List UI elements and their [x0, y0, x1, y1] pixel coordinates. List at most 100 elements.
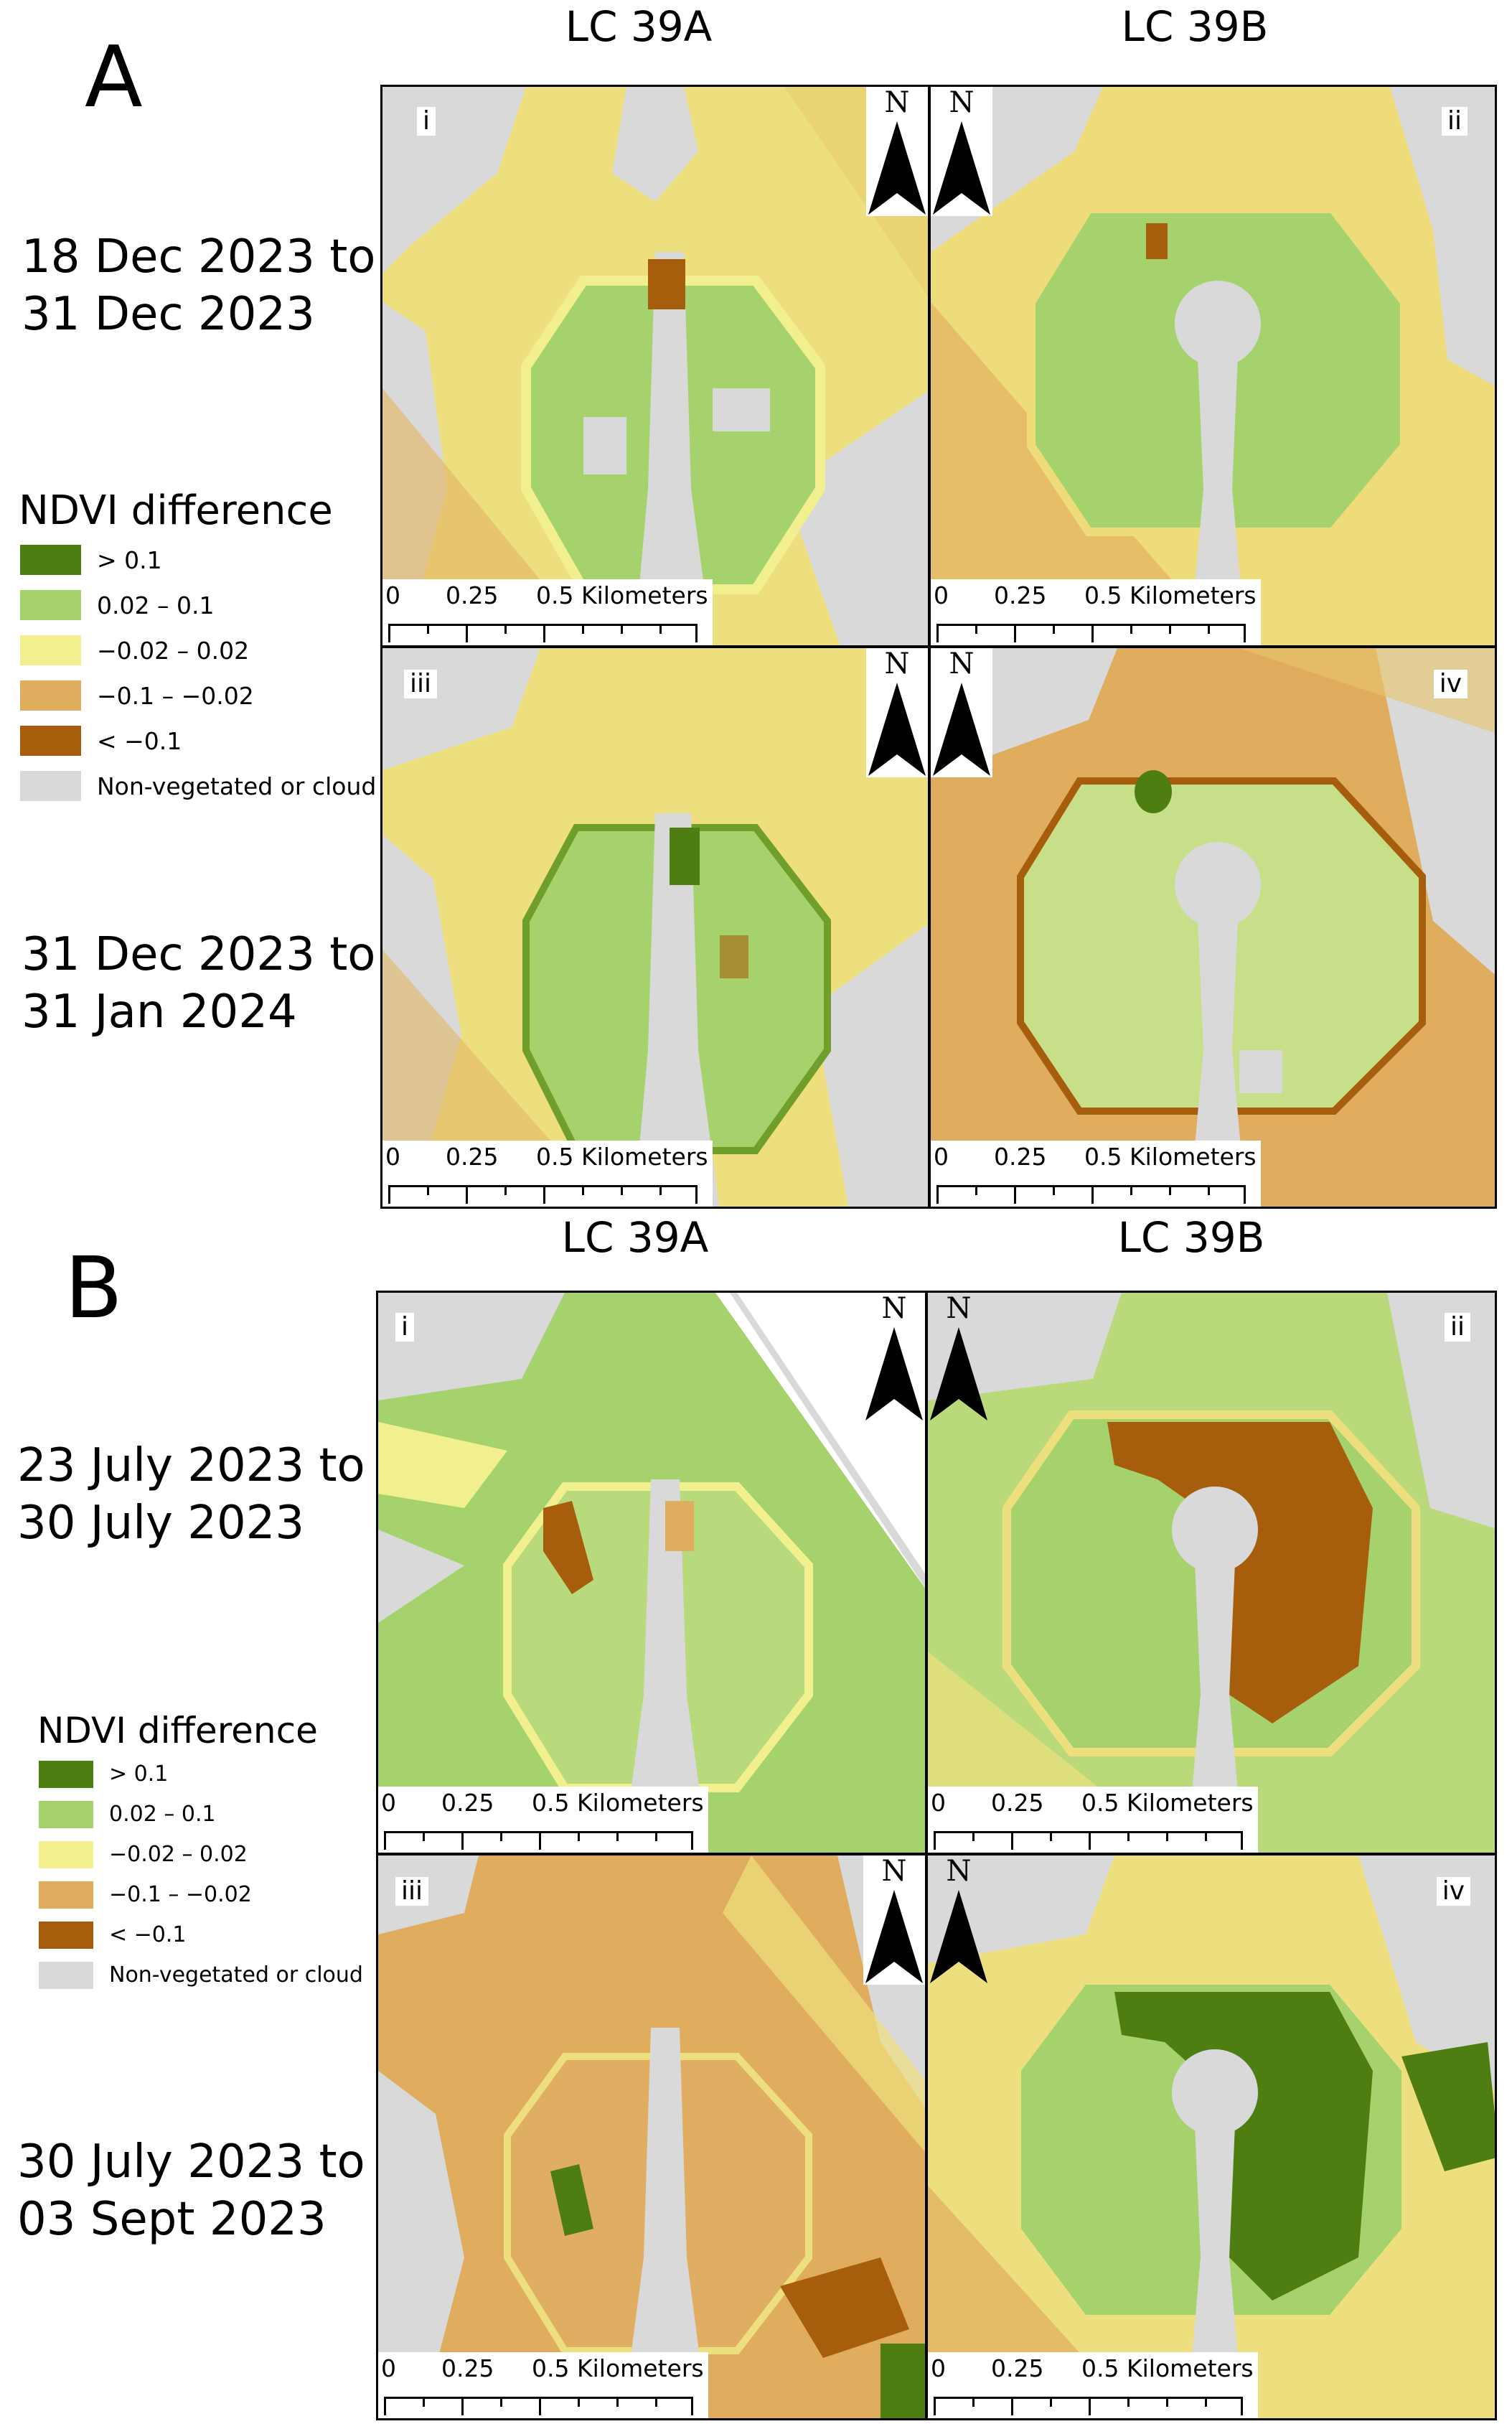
scale-label-025: 0.25: [994, 581, 1047, 609]
north-label: N: [884, 86, 910, 119]
scale-label-025: 0.25: [994, 1143, 1047, 1171]
map-a-i-lc39a: i N 0 0.25 0.5 Kilometers: [380, 85, 930, 647]
map-a-ii-raster: [931, 87, 1495, 645]
legend-item: −0.02 – 0.02: [20, 635, 249, 666]
scale-label-025: 0.25: [441, 1789, 494, 1817]
panel-a-row2-dates: 31 Dec 2023 to 31 Jan 2024: [22, 928, 376, 1039]
north-arrow-icon: [865, 1327, 923, 1421]
map-b-iv-lc39b: iv N 0 0.25 0.5 Kilometers: [926, 1853, 1497, 2420]
scale-bar: 0 0.25 0.5 Kilometers: [378, 1787, 708, 1853]
map-b-i-lc39a: i N 0 0.25 0.5 Kilometers: [376, 1291, 927, 1855]
north-arrow-icon: [868, 683, 926, 776]
legend-swatch: [20, 726, 81, 756]
north-label: N: [949, 647, 975, 680]
scale-bar: 0 0.25 0.5 Kilometers: [931, 579, 1261, 645]
north-arrow-icon: [868, 121, 926, 215]
legend-label: −0.1 – −0.02: [109, 1882, 252, 1907]
legend-item: −0.1 – −0.02: [39, 1879, 252, 1911]
north-label: N: [884, 647, 910, 680]
legend-label: 0.02 – 0.1: [109, 1802, 216, 1827]
legend-label: > 0.1: [97, 546, 162, 574]
north-arrow: N: [866, 648, 928, 777]
scale-label-0: 0: [931, 1789, 946, 1817]
panel-b-row1-dates: 23 July 2023 to 30 July 2023: [17, 1439, 365, 1550]
panel-b-row2-dates: 30 July 2023 to 03 Sept 2023: [17, 2135, 365, 2246]
legend-label: −0.1 – −0.02: [97, 681, 254, 710]
scale-label-05: 0.5 Kilometers: [532, 1789, 704, 1817]
legend-item: > 0.1: [39, 1759, 168, 1790]
legend-item: < −0.1: [39, 1919, 187, 1951]
panel-b-col-lc39b: LC 39B: [1117, 1213, 1265, 1262]
scale-bar: 0 0.25 0.5 Kilometers: [382, 1141, 713, 1207]
north-arrow-icon: [933, 121, 990, 215]
panel-a-col-lc39b: LC 39B: [1121, 2, 1269, 51]
legend-item: −0.02 – 0.02: [39, 1839, 248, 1871]
scale-bar: 0 0.25 0.5 Kilometers: [928, 2352, 1258, 2418]
map-index-label: iii: [395, 1877, 429, 1906]
legend-swatch: [39, 1801, 93, 1828]
map-b-ii-lc39b: ii N 0 0.25 0.5 Kilometers: [926, 1291, 1497, 1855]
map-a-iv-lc39b: iv N 0 0.25 0.5 Kilometers: [929, 646, 1497, 1209]
legend-item: −0.1 – −0.02: [20, 680, 254, 711]
scale-label-05: 0.5 Kilometers: [1084, 581, 1257, 609]
scale-label-05: 0.5 Kilometers: [536, 1143, 708, 1171]
legend-label: −0.02 – 0.02: [97, 636, 250, 665]
map-index-label: ii: [1441, 107, 1468, 136]
legend-label: < −0.1: [97, 726, 182, 755]
map-a-i-raster: [382, 87, 928, 645]
north-arrow-icon: [933, 683, 990, 776]
map-index-label: iv: [1436, 1877, 1470, 1906]
north-arrow-icon: [930, 1890, 987, 1983]
scale-label-0: 0: [385, 1143, 400, 1171]
legend-swatch: [39, 1881, 93, 1909]
scale-label-025: 0.25: [446, 1143, 499, 1171]
legend-swatch: [20, 545, 81, 575]
map-b-iii-raster: [378, 1855, 925, 2418]
panel-a-col-lc39a: LC 39A: [565, 2, 713, 51]
legend-label: Non-vegetated or cloud: [97, 772, 377, 800]
legend-item: Non-vegetated or cloud: [20, 770, 376, 802]
legend-label: < −0.1: [109, 1922, 187, 1947]
legend-label: > 0.1: [109, 1761, 169, 1787]
scale-label-05: 0.5 Kilometers: [1084, 1143, 1257, 1171]
legend-swatch: [39, 1841, 93, 1868]
map-b-iii-lc39a: iii N 0 0.25 0.5 Kilometers: [376, 1853, 927, 2420]
legend-swatch: [39, 1962, 93, 1989]
north-arrow: N: [928, 1855, 990, 1985]
scale-label-0: 0: [381, 2354, 396, 2382]
panel-a-row1-dates: 18 Dec 2023 to 31 Dec 2023: [22, 230, 376, 341]
map-index-label: i: [417, 107, 436, 136]
scale-bar: 0 0.25 0.5 Kilometers: [382, 579, 713, 645]
legend-item: > 0.1: [20, 544, 162, 576]
legend-swatch: [39, 1922, 93, 1949]
legend-label: 0.02 – 0.1: [97, 591, 215, 619]
map-a-iii-lc39a: iii N 0 0.25 0.5 Kilometers: [380, 646, 930, 1209]
north-label: N: [946, 1292, 972, 1325]
scale-label-05: 0.5 Kilometers: [1081, 1789, 1254, 1817]
map-a-iv-raster: [931, 648, 1495, 1207]
legend-title: NDVI difference: [19, 487, 333, 534]
legend-title: NDVI difference: [37, 1710, 318, 1751]
legend-label: Non-vegetated or cloud: [109, 1962, 363, 1988]
scale-label-0: 0: [931, 2354, 946, 2382]
north-label: N: [881, 1292, 907, 1325]
north-label: N: [946, 1855, 972, 1888]
map-index-label: ii: [1444, 1313, 1470, 1342]
north-label: N: [949, 86, 975, 119]
north-arrow: N: [931, 87, 992, 216]
scale-label-0: 0: [934, 1143, 949, 1171]
scale-bar: 0 0.25 0.5 Kilometers: [931, 1141, 1261, 1207]
panel-a-letter: A: [85, 27, 143, 126]
scale-label-025: 0.25: [991, 2354, 1044, 2382]
map-index-label: i: [395, 1313, 415, 1342]
scale-bar: 0 0.25 0.5 Kilometers: [928, 1787, 1258, 1853]
legend-item: 0.02 – 0.1: [39, 1799, 216, 1830]
legend-item: 0.02 – 0.1: [20, 589, 214, 621]
map-b-iv-raster: [928, 1855, 1495, 2418]
north-arrow-icon: [930, 1327, 987, 1421]
panel-b-letter: B: [65, 1238, 123, 1337]
scale-label-05: 0.5 Kilometers: [536, 581, 708, 609]
scale-label-025: 0.25: [991, 1789, 1044, 1817]
scale-label-05: 0.5 Kilometers: [532, 2354, 704, 2382]
north-arrow: N: [866, 87, 928, 216]
